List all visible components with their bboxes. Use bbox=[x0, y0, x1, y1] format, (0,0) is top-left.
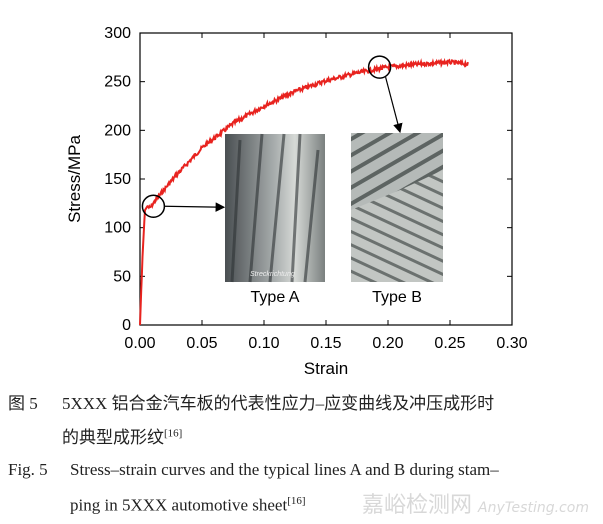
x-tick-label: 0.25 bbox=[434, 335, 465, 352]
caption-cn-text2: 的典型成形纹 bbox=[62, 428, 164, 447]
x-tick-label: 0.15 bbox=[310, 335, 341, 352]
y-tick-label: 150 bbox=[104, 171, 131, 188]
caption-en-text: Stress–strain curves and the typical lin… bbox=[70, 460, 499, 479]
x-tick-label: 0.10 bbox=[248, 335, 279, 352]
type-b-image bbox=[351, 133, 443, 282]
watermark-en: AnyTesting.com bbox=[478, 500, 589, 516]
type-a-arrow bbox=[164, 202, 226, 212]
y-tick-label: 0 bbox=[122, 317, 131, 334]
x-tick-label: 0.00 bbox=[124, 335, 155, 352]
caption-en-label: Fig. 5 bbox=[8, 460, 48, 479]
caption-en-ref: [16] bbox=[287, 495, 306, 507]
type-a-image-caption: Streckrichtung bbox=[250, 271, 295, 278]
type-a-label: Type A bbox=[251, 289, 300, 306]
caption-cn-ref: [16] bbox=[164, 427, 183, 440]
y-tick-label: 200 bbox=[104, 122, 131, 139]
x-axis-label: Strain bbox=[304, 359, 348, 378]
x-tick-label: 0.05 bbox=[186, 335, 217, 352]
y-axis-label: Stress/MPa bbox=[65, 135, 84, 223]
y-tick-label: 300 bbox=[104, 25, 131, 42]
y-tick-label: 50 bbox=[113, 268, 131, 285]
type-a-image: Streckrichtung bbox=[225, 133, 325, 283]
type-b-arrow bbox=[385, 76, 403, 134]
caption-cn-label: 图 5 bbox=[8, 394, 38, 413]
y-tick-label: 100 bbox=[104, 220, 131, 237]
caption-cn-text: 5XXX 铝合金汽车板的代表性应力–应变曲线及冲压成形时 bbox=[62, 394, 495, 413]
type-a-marker-circle bbox=[141, 194, 166, 219]
x-tick-label: 0.20 bbox=[372, 335, 403, 352]
plot-frame bbox=[139, 32, 513, 326]
caption-en-text2: ping in 5XXX automotive sheet bbox=[70, 495, 288, 515]
stress-strain-curve bbox=[139, 57, 469, 326]
x-tick-label: 0.30 bbox=[496, 335, 527, 352]
watermark-cn: 嘉峪检测网 bbox=[362, 493, 473, 518]
stress-strain-chart: 0.00 0.05 0.10 0.15 0.20 0.25 0.30 0 50 100 150 200… bbox=[65, 25, 528, 378]
type-b-label: Type B bbox=[372, 289, 422, 306]
y-tick-label: 250 bbox=[104, 74, 131, 91]
type-b-marker-circle bbox=[367, 55, 392, 79]
